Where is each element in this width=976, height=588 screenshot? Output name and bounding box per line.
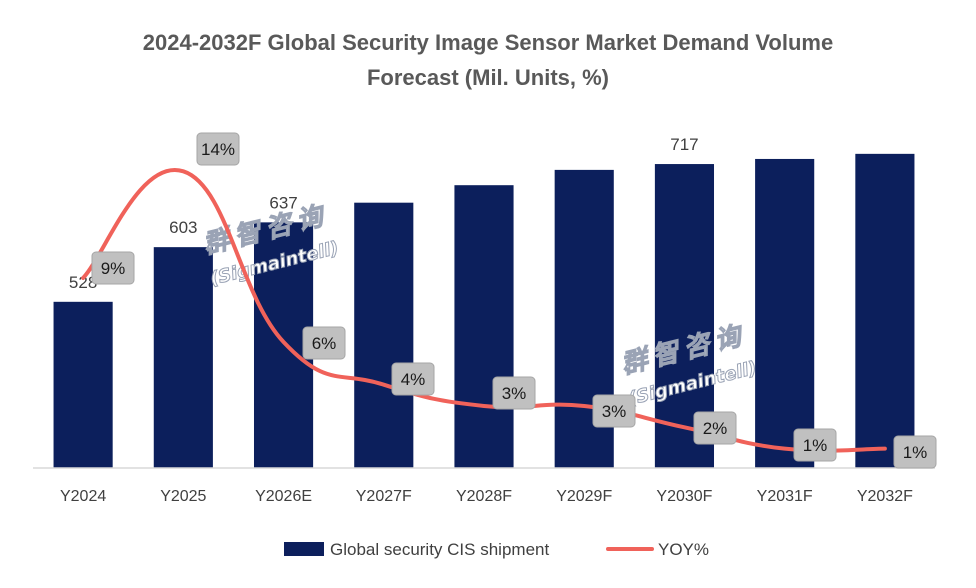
- x-tick-label: Y2031F: [757, 488, 813, 505]
- bar-data-labels: 528 603 637 717: [69, 135, 699, 292]
- yoy-data-labels: 9% 14% 6% 4% 3% 3% 2% 1% 1%: [91, 132, 937, 469]
- yoy-data-label: 9%: [101, 259, 126, 278]
- chart-title-line-1: 2024-2032F Global Security Image Sensor …: [143, 30, 833, 55]
- x-tick-label: Y2027F: [356, 488, 412, 505]
- x-tick-label: Y2032F: [857, 488, 913, 505]
- bar-y2031f: [755, 158, 815, 468]
- legend: Global security CIS shipment YOY%: [284, 540, 709, 559]
- x-tick-label: Y2024: [60, 488, 106, 505]
- yoy-label-box: 3%: [492, 376, 536, 410]
- x-tick-label: Y2029F: [556, 488, 612, 505]
- bar-data-label: 528: [69, 273, 97, 292]
- x-tick-label: Y2025: [160, 488, 206, 505]
- yoy-data-label: 1%: [803, 436, 828, 455]
- bar-y2024: [53, 301, 113, 468]
- yoy-data-label: 1%: [903, 443, 928, 462]
- yoy-label-box: 1%: [893, 435, 937, 469]
- bar-y2032f: [855, 153, 915, 469]
- chart-title-line-2: Forecast (Mil. Units, %): [367, 65, 609, 90]
- legend-label-yoy: YOY%: [658, 540, 709, 559]
- legend-label-shipment: Global security CIS shipment: [330, 540, 549, 559]
- yoy-data-label: 2%: [703, 419, 728, 438]
- x-tick-label: Y2026E: [255, 488, 312, 505]
- yoy-label-box: 4%: [391, 362, 435, 396]
- yoy-label-box: 9%: [91, 251, 135, 285]
- x-axis-ticks: Y2024 Y2025 Y2026E Y2027F Y2028F Y2029F Y2030F…: [60, 488, 913, 505]
- yoy-label-box: 14%: [196, 132, 240, 166]
- bar-y2027f: [354, 202, 414, 468]
- bar-data-label: 717: [670, 135, 698, 154]
- yoy-data-label: 4%: [401, 370, 426, 389]
- yoy-data-label: 3%: [502, 384, 527, 403]
- yoy-label-box: 6%: [302, 326, 346, 360]
- legend-swatch-shipment: [284, 542, 324, 556]
- x-tick-label: Y2030F: [656, 488, 712, 505]
- bar-y2028f: [454, 185, 514, 469]
- yoy-label-box: 3%: [592, 394, 636, 428]
- yoy-data-label: 14%: [201, 140, 235, 159]
- bar-data-label: 637: [269, 193, 297, 212]
- yoy-label-box: 1%: [793, 428, 837, 462]
- bar-data-label: 603: [169, 218, 197, 237]
- x-tick-label: Y2028F: [456, 488, 512, 505]
- yoy-data-label: 6%: [312, 334, 337, 353]
- yoy-data-label: 3%: [602, 402, 627, 421]
- bar-y2025: [153, 247, 213, 468]
- bar-series: [53, 153, 915, 469]
- yoy-label-box: 2%: [693, 411, 737, 445]
- yoy-line: [81, 167, 887, 453]
